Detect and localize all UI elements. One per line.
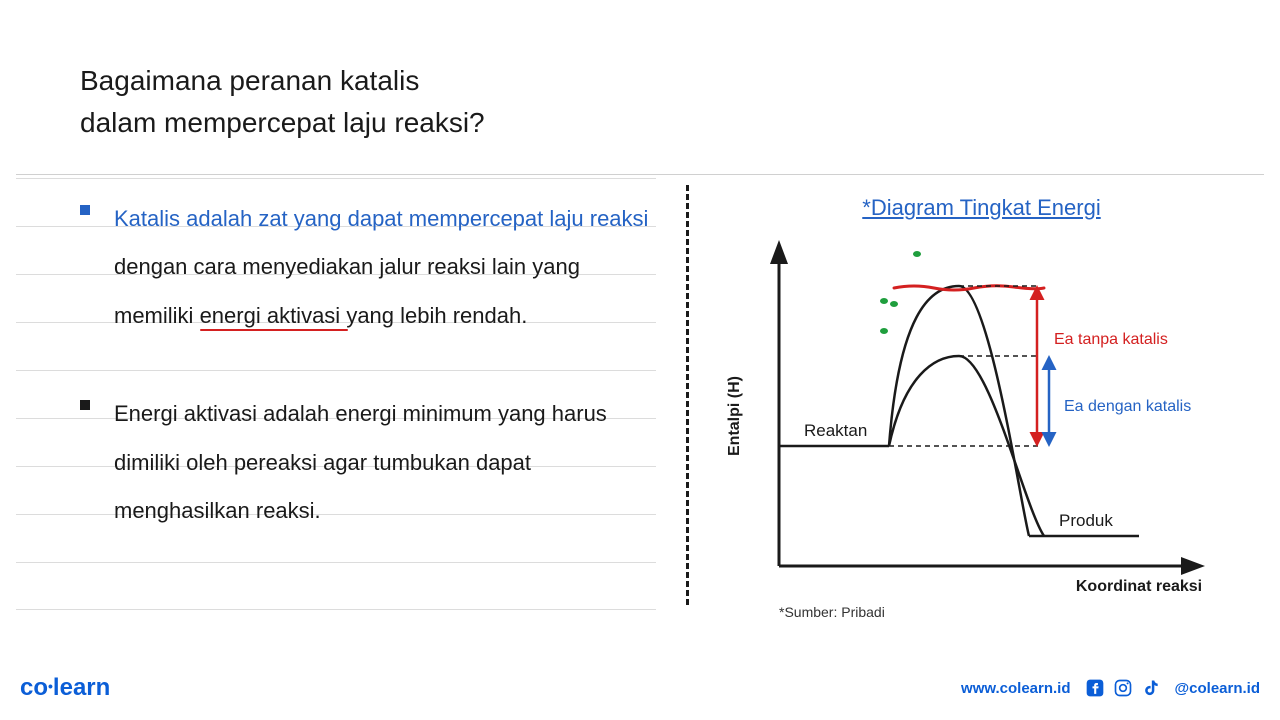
svg-text:Reaktan: Reaktan xyxy=(804,421,867,440)
title-line1: Bagaimana peranan katalis xyxy=(80,65,419,96)
social-icons xyxy=(1085,678,1161,698)
bullet-marker-icon xyxy=(80,400,90,410)
footer: co•learn www.colearn.id @colearn.id xyxy=(0,674,1280,702)
tiktok-icon[interactable] xyxy=(1141,678,1161,698)
diagram-source: *Sumber: Pribadi xyxy=(779,604,1244,620)
facebook-icon[interactable] xyxy=(1085,678,1105,698)
text-panel: Katalis adalah zat yang dapat mempercepa… xyxy=(16,175,686,630)
energy-diagram: Entalpi (H) Koordinat reaksi Reaktan Produk… xyxy=(719,236,1209,596)
title-line2: dalam mempercepat laju reaksi? xyxy=(80,107,485,138)
underlined-term: energi aktivasi xyxy=(200,303,341,328)
social-handle: @colearn.id xyxy=(1175,680,1260,697)
diagram-panel: *Diagram Tingkat Energi Entalpi (H) Koord… xyxy=(689,175,1264,630)
bullet-text: Energi aktivasi adalah energi minimum ya… xyxy=(114,390,656,535)
blue-text-span: Katalis adalah zat yang dapat mempercepa… xyxy=(114,206,648,231)
website-link[interactable]: www.colearn.id xyxy=(961,680,1070,697)
footer-right: www.colearn.id @colearn.id xyxy=(961,678,1260,698)
content-area: Katalis adalah zat yang dapat mempercepa… xyxy=(0,175,1280,630)
energy-svg: Entalpi (H) Koordinat reaksi Reaktan Produk… xyxy=(719,236,1209,596)
svg-text:Ea dengan katalis: Ea dengan katalis xyxy=(1064,398,1191,415)
bullet-text: Katalis adalah zat yang dapat mempercepa… xyxy=(114,195,656,340)
svg-text:Ea tanpa katalis: Ea tanpa katalis xyxy=(1054,331,1168,348)
svg-text:Koordinat reaksi: Koordinat reaksi xyxy=(1076,578,1202,595)
diagram-title: *Diagram Tingkat Energi xyxy=(719,195,1244,221)
slide-title: Bagaimana peranan katalis dalam memperce… xyxy=(0,0,1280,174)
svg-text:Entalpi (H): Entalpi (H) xyxy=(726,376,743,456)
svg-text:Produk: Produk xyxy=(1059,511,1113,530)
bullet-item: Energi aktivasi adalah energi minimum ya… xyxy=(80,390,656,535)
instagram-icon[interactable] xyxy=(1113,678,1133,698)
bullet-item: Katalis adalah zat yang dapat mempercepa… xyxy=(80,195,656,340)
colearn-logo: co•learn xyxy=(20,674,110,702)
bullet-marker-icon xyxy=(80,205,90,215)
